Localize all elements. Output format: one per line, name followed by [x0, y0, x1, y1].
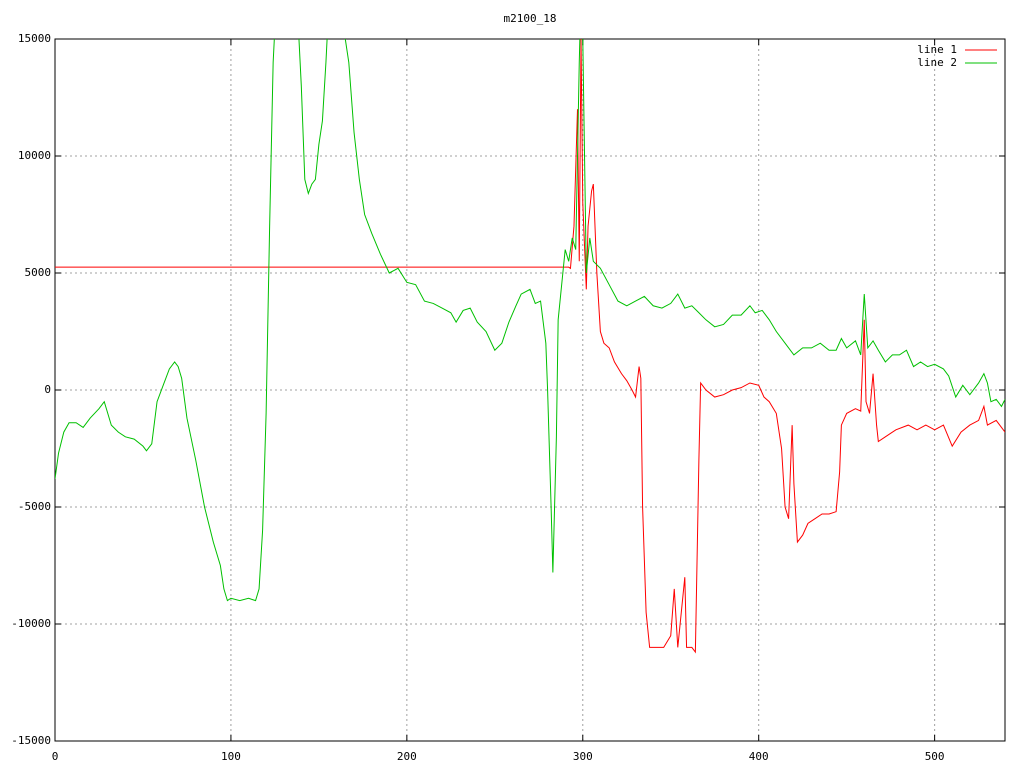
- x-tick-label: 0: [52, 750, 59, 763]
- y-tick-label: 0: [44, 383, 51, 396]
- y-tick-label: -5000: [18, 500, 51, 513]
- x-tick-label: 400: [749, 750, 769, 763]
- legend-label: line 2: [917, 56, 957, 69]
- y-tick-label: -15000: [11, 734, 51, 747]
- x-tick-label: 300: [573, 750, 593, 763]
- y-tick-label: 15000: [18, 32, 51, 45]
- legend-label: line 1: [917, 43, 957, 56]
- y-tick-label: -10000: [11, 617, 51, 630]
- chart-title: m2100_18: [504, 12, 557, 25]
- x-tick-label: 500: [925, 750, 945, 763]
- x-tick-label: 200: [397, 750, 417, 763]
- series-line: [55, 39, 1005, 654]
- y-tick-label: 10000: [18, 149, 51, 162]
- series-line: [55, 39, 1005, 602]
- x-tick-label: 100: [221, 750, 241, 763]
- y-tick-label: 5000: [25, 266, 52, 279]
